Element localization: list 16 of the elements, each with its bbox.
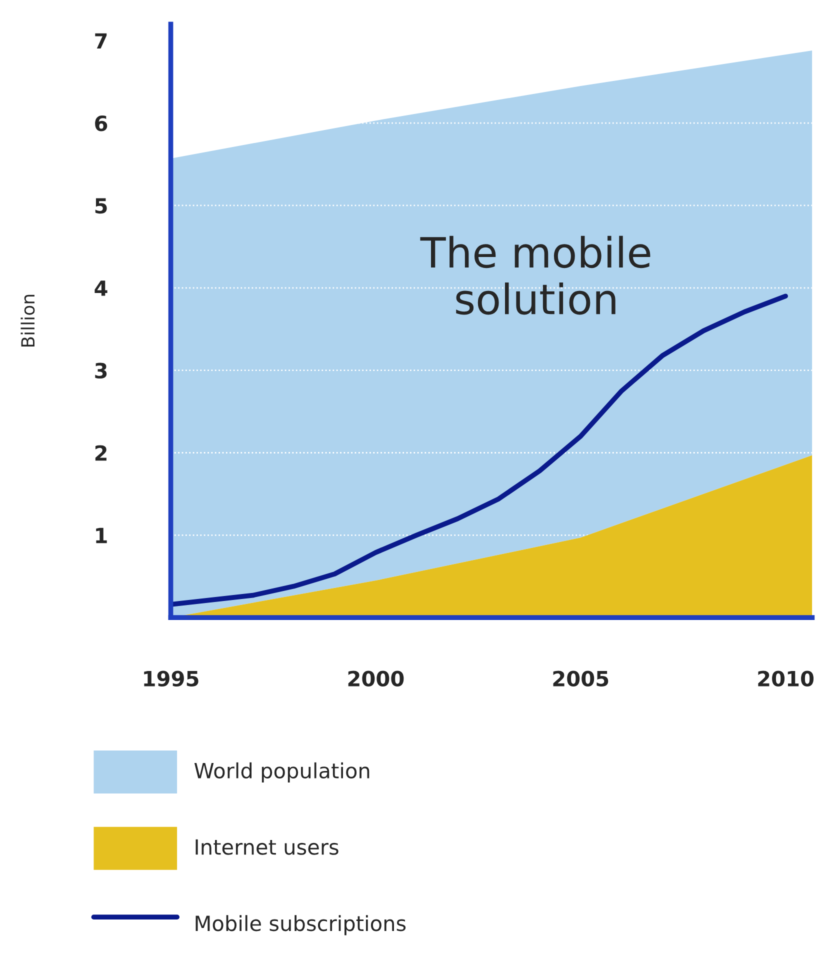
x-tick-label: 2005: [553, 670, 608, 687]
y-tick-label: 3: [95, 362, 107, 379]
legend-label: Internet users: [196, 839, 338, 855]
y-tick-label: 4: [94, 280, 108, 296]
x-tick-label: 2010: [758, 670, 814, 687]
legend-label: World population: [194, 762, 370, 783]
y-tick-label: 7: [95, 33, 107, 49]
y-tick-label: 5: [95, 198, 107, 214]
y-axis-title: Billion: [20, 294, 35, 347]
x-tick-label: 1995: [144, 670, 198, 687]
y-tick-label: 6: [95, 116, 108, 132]
x-tick-label: 2000: [348, 670, 404, 687]
annotation: The mobile solution: [420, 236, 650, 315]
y-tick-label: 1: [96, 528, 107, 544]
legend-label: Mobile subscriptions: [196, 915, 406, 936]
y-tick-label: 2: [95, 445, 106, 461]
